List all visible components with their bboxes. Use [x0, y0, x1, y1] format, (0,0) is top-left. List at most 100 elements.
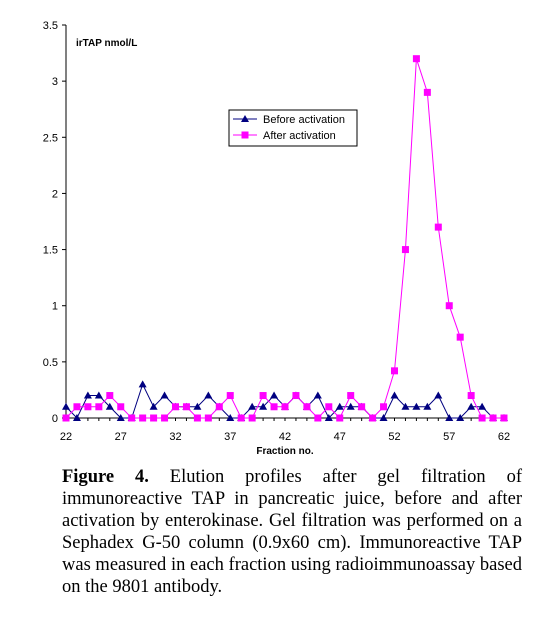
- data-point: [138, 380, 147, 388]
- x-tick-label: 22: [60, 431, 72, 443]
- legend-label: After activation: [263, 130, 336, 142]
- data-point: [423, 402, 432, 410]
- data-point: [161, 414, 169, 422]
- data-point: [335, 402, 344, 410]
- x-tick-label: 42: [279, 431, 291, 443]
- data-point: [160, 391, 169, 399]
- data-point: [380, 403, 388, 411]
- data-point: [347, 392, 355, 400]
- data-point: [478, 414, 486, 422]
- data-point: [456, 333, 464, 341]
- y-tick-label: 3.5: [43, 20, 58, 32]
- data-point: [379, 414, 388, 421]
- y-tick-label: 0.5: [43, 357, 58, 369]
- chart-legend: Before activation After activation: [228, 109, 358, 147]
- data-point: [95, 403, 103, 411]
- data-point: [401, 402, 410, 410]
- data-point: [445, 414, 454, 421]
- data-point: [270, 403, 278, 411]
- data-point: [116, 414, 125, 421]
- elution-chart: 0 0.5 1 1.5 2 2.5 3 3.5 22 27 32 37 42 47 52 57 62 irTAP…: [43, 20, 510, 457]
- legend-box: [228, 109, 358, 147]
- x-tick-label: 47: [334, 431, 346, 443]
- legend-marker: [241, 131, 249, 139]
- x-tick-label: 57: [443, 431, 455, 443]
- data-point: [94, 391, 103, 399]
- chart-ticks: 0 0.5 1 1.5 2 2.5 3 3.5 22 27 32 37 42 47 52 57 62: [43, 20, 510, 443]
- data-point: [62, 414, 70, 422]
- data-point: [412, 55, 420, 63]
- data-point: [83, 391, 92, 399]
- y-tick-label: 1: [52, 301, 58, 313]
- data-point: [84, 403, 92, 411]
- data-point: [204, 391, 213, 399]
- data-point: [149, 402, 158, 410]
- y-tick-label: 2.5: [43, 132, 58, 144]
- data-point: [456, 414, 465, 421]
- data-point: [336, 414, 344, 422]
- data-point: [346, 402, 355, 410]
- data-point: [248, 402, 257, 410]
- data-point: [237, 414, 245, 422]
- y-tick-label: 3: [52, 76, 58, 88]
- y-tick-label: 2: [52, 188, 58, 200]
- y-axis-label: irTAP nmol/L: [76, 38, 137, 49]
- data-point: [128, 414, 136, 422]
- chart-series: [62, 55, 508, 422]
- data-point: [150, 414, 158, 422]
- data-point: [182, 403, 190, 411]
- data-point: [73, 403, 81, 411]
- data-point: [226, 414, 235, 421]
- series-after-activation: [62, 55, 508, 422]
- x-axis-label: Fraction no.: [256, 446, 313, 457]
- data-point: [445, 302, 453, 310]
- data-point: [313, 391, 322, 399]
- x-tick-label: 37: [224, 431, 236, 443]
- data-point: [478, 402, 487, 410]
- figure-label: Figure 4.: [62, 467, 149, 487]
- data-point: [314, 414, 322, 422]
- data-point: [215, 403, 223, 411]
- data-point: [248, 414, 256, 422]
- data-point: [369, 414, 377, 422]
- legend-label: Before activation: [263, 114, 345, 126]
- data-point: [412, 402, 421, 410]
- legend-marker: [241, 115, 249, 122]
- data-point: [281, 403, 289, 411]
- data-point: [467, 402, 476, 410]
- figure-caption: Figure 4. Elution profiles after gel fil…: [62, 466, 522, 598]
- x-tick-label: 52: [388, 431, 400, 443]
- data-point: [259, 402, 268, 410]
- y-tick-label: 0: [52, 413, 58, 425]
- data-point: [303, 403, 311, 411]
- x-tick-label: 27: [115, 431, 127, 443]
- data-point: [467, 392, 475, 400]
- data-point: [105, 402, 114, 410]
- data-point: [324, 414, 333, 421]
- x-tick-label: 32: [169, 431, 181, 443]
- data-point: [139, 414, 147, 422]
- data-point: [270, 391, 279, 399]
- data-point: [204, 414, 212, 422]
- data-point: [193, 402, 202, 410]
- data-point: [106, 392, 114, 400]
- data-point: [434, 223, 442, 231]
- data-point: [117, 403, 125, 411]
- figure-caption-text: Elution profiles after gel filtration of…: [62, 467, 523, 597]
- x-tick-label: 62: [498, 431, 510, 443]
- y-tick-label: 1.5: [43, 245, 58, 257]
- data-point: [72, 414, 81, 421]
- data-point: [489, 414, 497, 422]
- data-point: [226, 392, 234, 400]
- data-point: [292, 392, 300, 400]
- data-point: [62, 402, 70, 410]
- data-point: [390, 391, 399, 399]
- data-point: [401, 246, 409, 254]
- data-point: [193, 414, 201, 422]
- data-point: [423, 88, 431, 96]
- data-point: [172, 403, 179, 411]
- data-point: [358, 403, 366, 411]
- data-point: [391, 367, 398, 375]
- data-point: [259, 392, 267, 400]
- data-point: [325, 403, 333, 411]
